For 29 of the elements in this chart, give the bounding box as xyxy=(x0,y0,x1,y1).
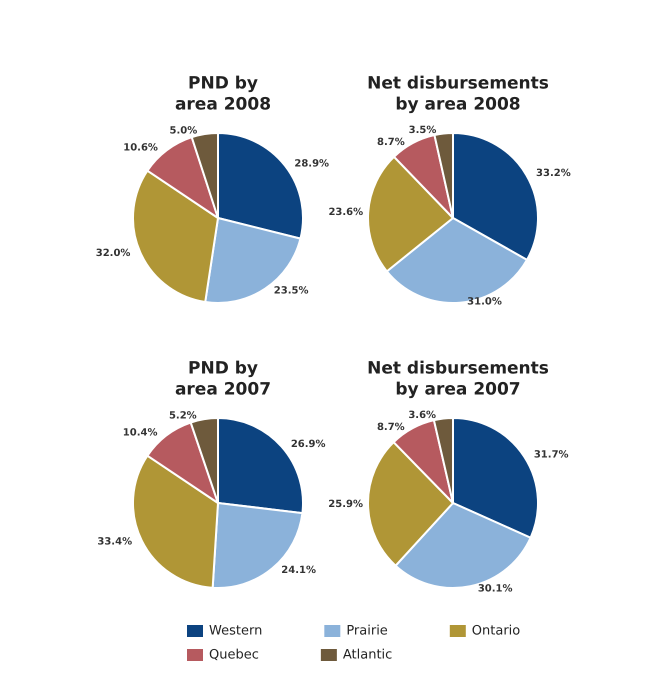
legend-label: Atlantic xyxy=(342,648,392,662)
legend-label: Quebec xyxy=(209,648,259,662)
chart-title: PND by area 2007 xyxy=(174,358,272,400)
chart-title: PND by area 2008 xyxy=(174,74,272,114)
data-label: 3.5% xyxy=(408,125,436,136)
data-label: 33.2% xyxy=(536,168,571,180)
data-label: 3.6% xyxy=(408,410,436,422)
chart-title: Net disbursements by area 2007 xyxy=(367,358,549,400)
data-label: 5.2% xyxy=(168,410,197,422)
data-label: 23.6% xyxy=(328,206,364,218)
chart-title: Net disbursements by area 2008 xyxy=(367,74,549,114)
data-label: 24.1% xyxy=(281,565,316,576)
data-label: 32.0% xyxy=(96,248,130,259)
data-label: 30.1% xyxy=(478,584,513,595)
data-label: 23.5% xyxy=(274,286,308,297)
legend-label: Prairie xyxy=(346,624,388,638)
data-label: 33.4% xyxy=(97,536,132,548)
data-label: 31.7% xyxy=(534,450,569,461)
data-label: 26.9% xyxy=(290,439,326,450)
data-label: 10.4% xyxy=(122,428,158,439)
data-label: 10.6% xyxy=(123,142,158,154)
data-label: 28.9% xyxy=(294,158,330,170)
legend-label: Ontario xyxy=(472,624,520,638)
data-label: 25.9% xyxy=(328,498,364,510)
data-label: 5.0% xyxy=(170,126,198,137)
data-label: 31.0% xyxy=(467,296,502,308)
data-label: 8.7% xyxy=(376,422,405,434)
legend-label: Western xyxy=(209,624,262,638)
data-label: 8.7% xyxy=(377,137,405,148)
